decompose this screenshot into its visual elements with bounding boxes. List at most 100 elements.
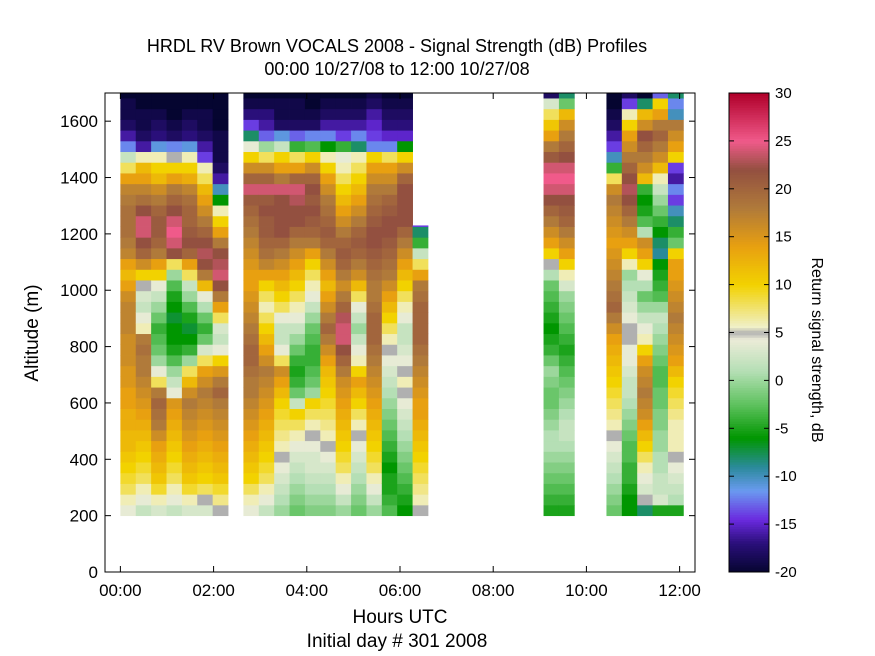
heatmap-cell xyxy=(652,365,669,377)
heatmap-cell xyxy=(652,504,669,517)
heatmap-cell xyxy=(243,108,260,120)
heatmap-cell xyxy=(606,140,623,153)
heatmap-cell xyxy=(135,162,152,174)
heatmap-cell xyxy=(335,462,352,474)
heatmap-cell xyxy=(667,376,684,388)
heatmap-cell xyxy=(197,162,214,174)
heatmap-cell xyxy=(558,280,575,292)
colorbar-strip xyxy=(729,193,769,197)
heatmap-cell xyxy=(243,344,260,356)
heatmap-cell xyxy=(320,280,337,292)
heatmap-cell xyxy=(366,333,383,345)
heatmap-cell xyxy=(412,419,429,431)
heatmap-cell xyxy=(320,472,337,484)
heatmap-cell xyxy=(274,130,290,142)
heatmap-cell xyxy=(166,462,183,474)
heatmap-cell xyxy=(320,419,337,431)
heatmap-cell xyxy=(351,183,367,195)
heatmap-cell xyxy=(543,312,560,324)
colorbar-strip xyxy=(729,119,769,123)
heatmap-cell xyxy=(135,451,152,463)
heatmap-cell xyxy=(258,237,275,249)
heatmap-cell xyxy=(258,408,275,420)
heatmap-cell xyxy=(320,247,337,260)
heatmap-cell xyxy=(366,322,383,335)
heatmap-cell xyxy=(652,483,669,495)
heatmap-cell xyxy=(366,194,383,206)
heatmap-cell xyxy=(351,387,367,399)
heatmap-cell xyxy=(243,269,260,281)
colorbar-strip xyxy=(729,219,769,223)
colorbar-strip xyxy=(729,373,769,377)
heatmap-cell xyxy=(320,269,337,281)
heatmap-cell xyxy=(135,387,152,399)
heatmap-cell xyxy=(606,451,623,463)
heatmap-cell xyxy=(166,290,183,302)
heatmap-cell xyxy=(637,472,653,484)
heatmap-cell xyxy=(637,344,653,356)
x-tick-label: 06:00 xyxy=(379,581,422,600)
colorbar-strip xyxy=(729,138,769,142)
heatmap-cell xyxy=(304,483,321,495)
colorbar-tick-label: 20 xyxy=(775,181,792,198)
colorbar-strip xyxy=(729,164,769,168)
heatmap-cell xyxy=(652,237,669,249)
colorbar-strip xyxy=(729,552,769,556)
colorbar-strip xyxy=(729,485,769,489)
heatmap-cell xyxy=(381,215,398,227)
heatmap-cell xyxy=(543,205,560,217)
heatmap-cell xyxy=(366,237,383,249)
heatmap-cell xyxy=(274,376,290,388)
y-tick-label: 200 xyxy=(70,507,98,526)
heatmap-cell xyxy=(304,130,321,142)
heatmap-cell xyxy=(258,472,275,484)
colorbar-strip xyxy=(729,401,769,405)
colorbar-strip xyxy=(729,375,769,379)
heatmap-cell xyxy=(120,151,137,163)
colorbar-strip xyxy=(729,490,769,494)
heatmap-cell xyxy=(289,98,306,110)
heatmap-cell xyxy=(289,215,306,227)
heatmap-cell xyxy=(120,408,137,420)
heatmap-cell xyxy=(243,301,260,313)
heatmap-cell xyxy=(397,419,413,431)
heatmap-cell xyxy=(381,429,398,442)
colorbar-strip xyxy=(729,303,769,307)
heatmap-cell xyxy=(151,365,167,377)
heatmap-cell xyxy=(258,504,275,517)
colorbar-strip xyxy=(729,495,769,499)
heatmap-cell xyxy=(212,247,229,260)
heatmap-cell xyxy=(335,451,352,463)
heatmap-cell xyxy=(366,376,383,388)
heatmap-cell xyxy=(621,215,638,227)
heatmap-cell xyxy=(120,397,137,409)
heatmap-cell xyxy=(166,333,183,345)
heatmap-cell xyxy=(135,108,152,120)
heatmap-cell xyxy=(181,280,198,292)
heatmap-cell xyxy=(120,247,137,260)
heatmap-cell xyxy=(181,215,198,227)
heatmap-cell xyxy=(212,269,229,281)
heatmap-cell xyxy=(120,130,137,142)
heatmap-cell xyxy=(274,269,290,281)
heatmap-cell xyxy=(621,140,638,153)
heatmap-cell xyxy=(667,247,684,260)
colorbar-strip xyxy=(729,315,769,319)
heatmap-cell xyxy=(397,215,413,227)
heatmap-cell xyxy=(558,119,575,131)
colorbar-strip xyxy=(729,557,769,561)
heatmap-cell xyxy=(243,205,260,217)
colorbar-strip xyxy=(729,409,769,413)
heatmap-cell xyxy=(304,440,321,452)
colorbar-strip xyxy=(729,160,769,163)
heatmap-cell xyxy=(412,387,429,399)
heatmap-cell xyxy=(289,451,306,463)
heatmap-cell xyxy=(320,344,337,356)
colorbar-strip xyxy=(729,334,769,338)
heatmap-cell xyxy=(304,98,321,110)
heatmap-cell xyxy=(320,93,337,99)
heatmap-cell xyxy=(667,108,684,120)
heatmap-cell xyxy=(274,108,290,120)
heatmap-cell xyxy=(304,322,321,335)
heatmap-cell xyxy=(652,494,669,506)
